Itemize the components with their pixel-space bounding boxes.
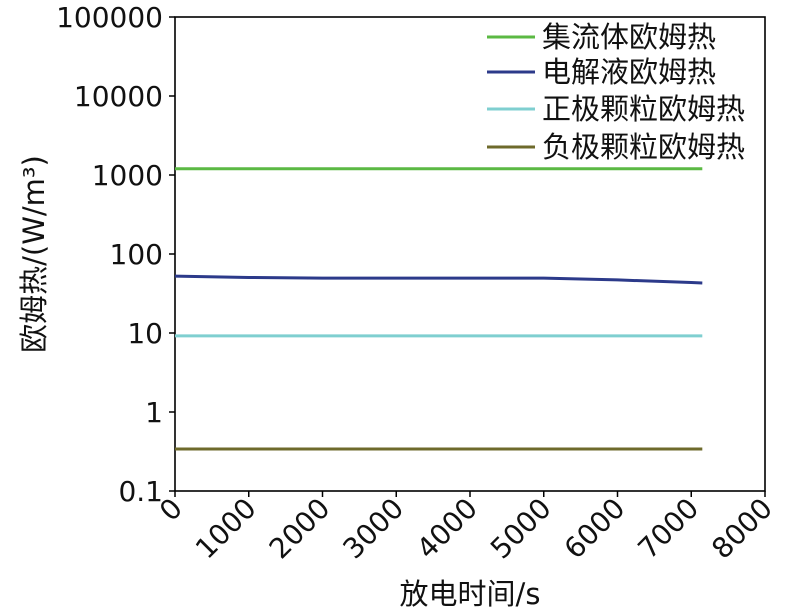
x-tick-label: 1000 bbox=[189, 492, 263, 566]
legend-label-4: 负极颗粒欧姆热 bbox=[542, 130, 745, 164]
x-axis-ticks: 0 1000 2000 3000 4000 5000 6000 7000 8000 bbox=[153, 491, 779, 565]
x-tick-label: 8000 bbox=[705, 492, 779, 566]
y-tick-label: 1 bbox=[145, 396, 163, 429]
y-tick-label: 1000 bbox=[92, 159, 163, 192]
y-axis-ticks: 0.1 1 10 100 1000 10000 100000 bbox=[56, 1, 175, 508]
x-tick-label: 5000 bbox=[484, 492, 558, 566]
x-axis-label: 放电时间/s bbox=[400, 577, 541, 611]
x-tick-label: 2000 bbox=[263, 492, 337, 566]
y-tick-label: 100000 bbox=[56, 1, 163, 34]
x-tick-label: 3000 bbox=[336, 492, 410, 566]
legend-label-2: 电解液欧姆热 bbox=[542, 55, 716, 89]
legend-label-3: 正极颗粒欧姆热 bbox=[542, 92, 745, 126]
y-axis-label: 欧姆热/(W/m³) bbox=[17, 155, 51, 353]
x-tick-label: 7000 bbox=[631, 492, 705, 566]
y-tick-label: 10000 bbox=[74, 80, 163, 113]
y-tick-label: 10 bbox=[127, 317, 163, 350]
y-tick-label: 0.1 bbox=[118, 475, 163, 508]
y-tick-label: 100 bbox=[110, 238, 163, 271]
series-line-2 bbox=[174, 274, 703, 285]
legend-label-1: 集流体欧姆热 bbox=[542, 20, 716, 54]
x-tick-label: 4000 bbox=[410, 492, 484, 566]
x-tick-label: 6000 bbox=[558, 492, 632, 566]
series-lines bbox=[174, 167, 703, 451]
